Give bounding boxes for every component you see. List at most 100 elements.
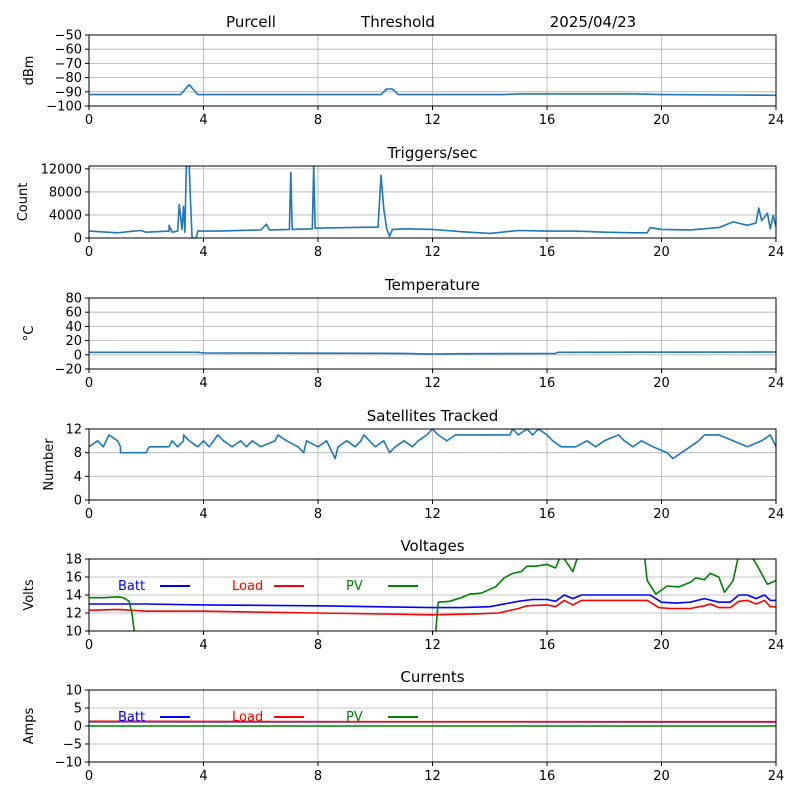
panel-title: Currents [400, 668, 464, 686]
panel-triggers: 0 4 8 12 16 20 24 0 4000 8000 12000 Triggers/sec Cou… [16, 144, 784, 260]
y-axis-label: Count [16, 183, 31, 222]
y-tick-label: −80 [55, 71, 82, 86]
y-tick-label: −50 [55, 29, 82, 44]
x-tick-label: 0 [85, 245, 93, 260]
y-tick-label: 80 [65, 292, 82, 307]
y-tick-label: 10 [65, 684, 82, 699]
x-tick-label: 0 [85, 507, 93, 522]
legend-label-load: Load [232, 710, 263, 725]
x-tick-label: 20 [653, 769, 670, 784]
x-tick-label: 20 [653, 113, 670, 128]
x-tick-label: 24 [768, 769, 785, 784]
x-tick-label: 12 [424, 245, 441, 260]
series-load [89, 599, 776, 616]
header-threshold: Threshold [360, 13, 435, 31]
panel-title: Voltages [400, 537, 464, 555]
y-tick-label: 0 [74, 494, 82, 509]
x-tick-label: 12 [424, 769, 441, 784]
y-tick-label: 12 [65, 607, 82, 622]
series-line [89, 351, 776, 355]
y-axis-label: dBm [22, 56, 37, 86]
x-tick-label: 12 [424, 507, 441, 522]
legend-label-batt: Batt [118, 710, 145, 725]
series-pv [89, 559, 776, 631]
x-tick-label: 16 [539, 113, 556, 128]
y-axis-label: Volts [22, 579, 37, 611]
x-tick-label: 20 [653, 245, 670, 260]
panel-volts: Batt Load PV 0 4 8 12 16 20 24 10 12 14 16 18 Voltages V… [22, 537, 784, 653]
series-line [89, 83, 776, 97]
panel-amps: Batt Load PV 0 4 8 12 16 20 24 −10 −5 0 5 10 Currents Am… [22, 668, 784, 784]
y-tick-label: −10 [55, 756, 82, 771]
series-line [89, 166, 776, 238]
y-tick-label: −5 [63, 738, 82, 753]
y-axis-label: °C [22, 326, 37, 342]
x-tick-label: 4 [199, 376, 207, 391]
y-tick-label: 12 [65, 423, 82, 438]
x-tick-label: 4 [199, 507, 207, 522]
x-tick-label: 4 [199, 245, 207, 260]
y-tick-label: −60 [55, 43, 82, 58]
series-batt [89, 594, 776, 609]
y-tick-label: −20 [55, 363, 82, 378]
y-tick-label: 60 [65, 306, 82, 321]
x-tick-label: 8 [314, 638, 322, 653]
y-tick-label: 20 [65, 334, 82, 349]
series-line [89, 429, 776, 460]
y-tick-label: 14 [65, 589, 82, 604]
y-tick-label: 0 [74, 348, 82, 363]
x-tick-label: 0 [85, 113, 93, 128]
panel-title: Satellites Tracked [367, 407, 498, 425]
y-tick-label: 0 [74, 232, 82, 247]
x-tick-label: 16 [539, 376, 556, 391]
legend-label-pv: PV [346, 579, 363, 594]
x-tick-label: 8 [314, 376, 322, 391]
y-tick-label: −90 [55, 85, 82, 100]
y-tick-label: 4 [74, 470, 82, 485]
y-tick-label: −70 [55, 57, 82, 72]
x-tick-label: 12 [424, 638, 441, 653]
x-tick-label: 20 [653, 376, 670, 391]
x-tick-label: 16 [539, 638, 556, 653]
x-tick-label: 20 [653, 507, 670, 522]
y-tick-label: 40 [65, 320, 82, 335]
x-tick-label: 4 [199, 769, 207, 784]
legend-label-pv: PV [346, 710, 363, 725]
legend-label-load: Load [232, 579, 263, 594]
y-tick-label: 16 [65, 571, 82, 586]
y-tick-label: 18 [65, 553, 82, 568]
x-tick-label: 16 [539, 507, 556, 522]
x-tick-label: 12 [424, 376, 441, 391]
y-tick-label: 0 [74, 720, 82, 735]
panel-title: Temperature [384, 276, 480, 294]
y-tick-label: −100 [46, 100, 82, 115]
x-tick-label: 4 [199, 638, 207, 653]
x-tick-label: 24 [768, 638, 785, 653]
x-tick-label: 4 [199, 113, 207, 128]
x-tick-label: 0 [85, 376, 93, 391]
x-tick-label: 20 [653, 638, 670, 653]
x-tick-label: 16 [539, 769, 556, 784]
x-tick-label: 24 [768, 507, 785, 522]
y-axis-label: Number [42, 438, 57, 491]
x-tick-label: 12 [424, 113, 441, 128]
x-tick-label: 24 [768, 376, 785, 391]
x-tick-label: 8 [314, 113, 322, 128]
panel-title: Triggers/sec [387, 144, 478, 162]
x-tick-label: 24 [768, 245, 785, 260]
header-station: Purcell [226, 13, 276, 31]
x-tick-label: 24 [768, 113, 785, 128]
y-tick-label: 8000 [49, 185, 82, 200]
y-tick-label: 4000 [49, 208, 82, 223]
x-tick-label: 8 [314, 245, 322, 260]
x-tick-label: 0 [85, 769, 93, 784]
legend-label-batt: Batt [118, 579, 145, 594]
y-tick-label: 10 [65, 625, 82, 640]
y-axis-label: Amps [22, 707, 37, 744]
x-tick-label: 8 [314, 507, 322, 522]
y-tick-label: 12000 [41, 162, 82, 177]
x-tick-label: 8 [314, 769, 322, 784]
